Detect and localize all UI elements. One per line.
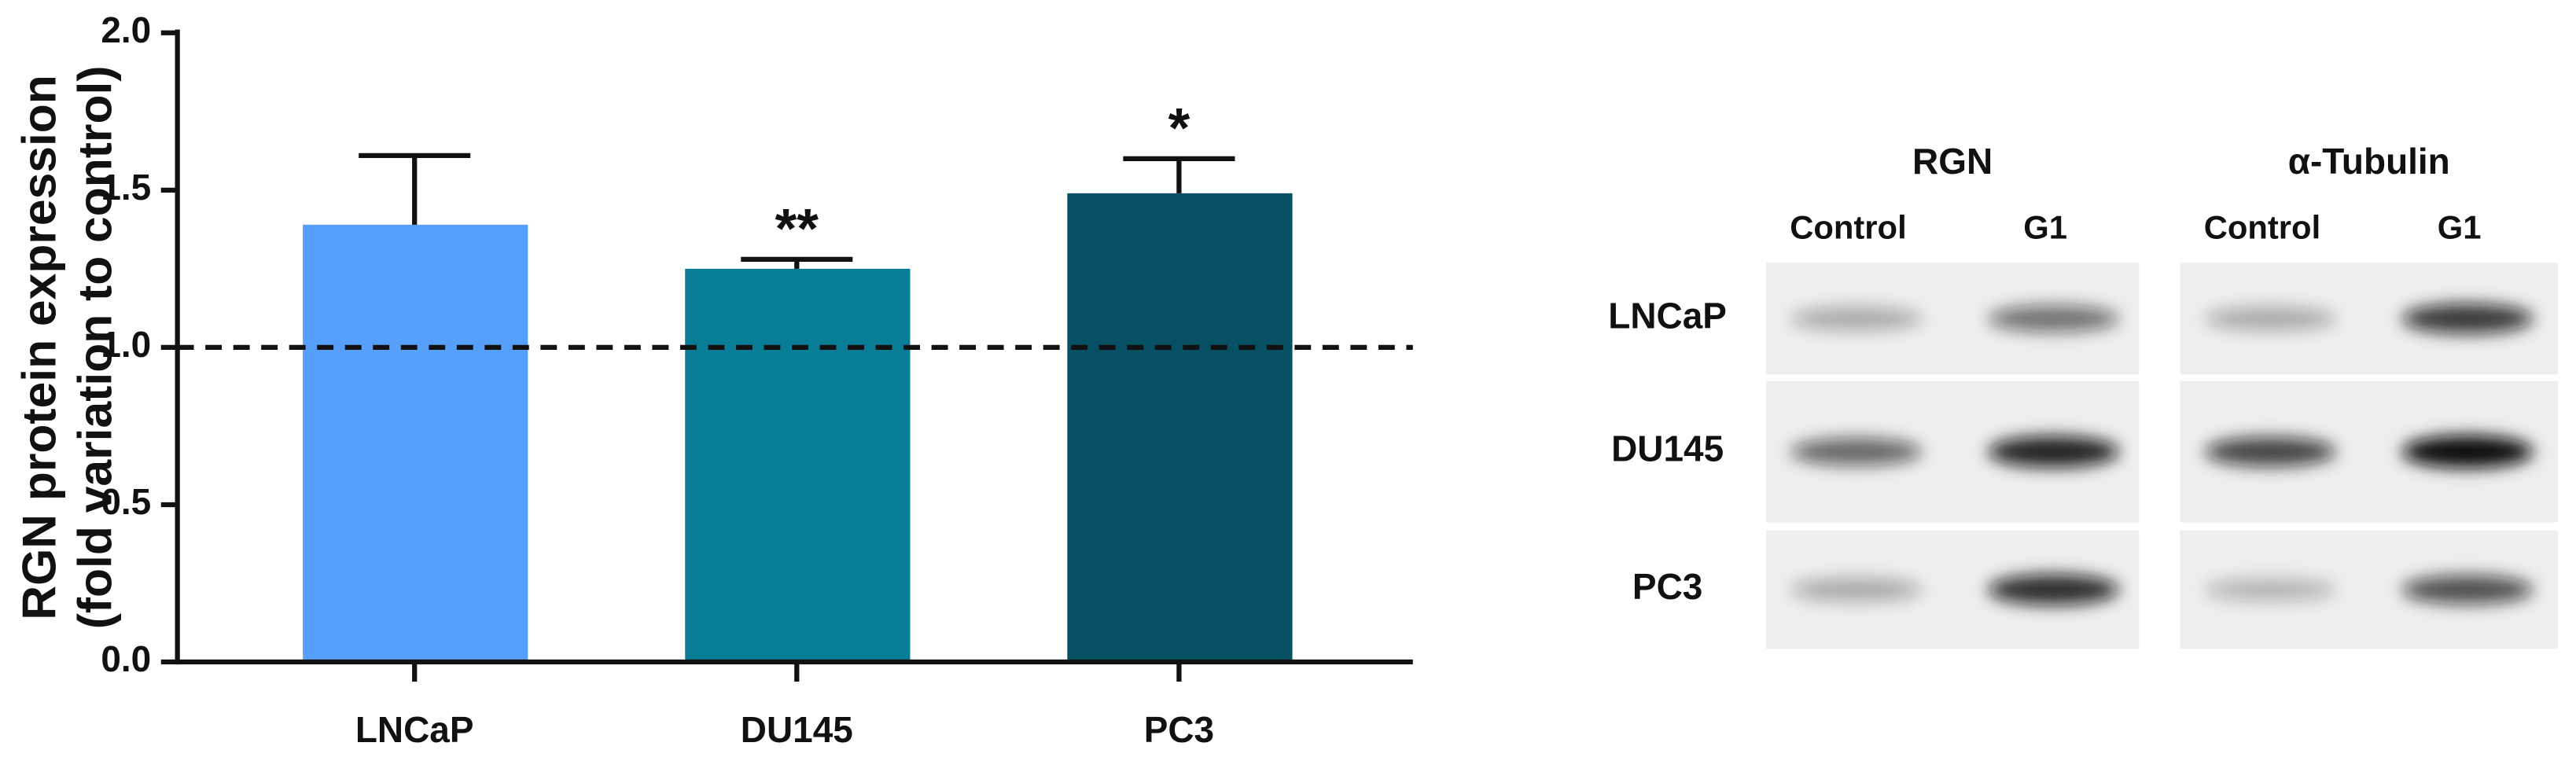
blot-column-label: Control bbox=[1790, 209, 1906, 246]
y-tick-label: 1.5 bbox=[101, 167, 151, 208]
y-tick-label: 0.0 bbox=[101, 638, 151, 679]
blot-column-label: G1 bbox=[2023, 209, 2067, 246]
blot-band bbox=[2401, 575, 2534, 605]
blot-band bbox=[1988, 305, 2120, 333]
y-axis-label: RGN protein expression bbox=[12, 75, 65, 619]
bar bbox=[685, 268, 911, 662]
significance-label: * bbox=[1168, 97, 1190, 160]
bar bbox=[1067, 193, 1293, 663]
blot-title: RGN bbox=[1912, 141, 1993, 182]
blot-band bbox=[2204, 307, 2336, 331]
blot-band bbox=[1790, 307, 1923, 331]
y-tick-label: 0.5 bbox=[101, 481, 151, 522]
blot-band bbox=[1790, 438, 1923, 466]
blot-column-label: G1 bbox=[2438, 209, 2482, 246]
y-axis-label: (fold variation to control) bbox=[68, 66, 121, 630]
blot-band bbox=[2401, 435, 2534, 469]
blot-row-label: PC3 bbox=[1632, 566, 1702, 607]
blot-band bbox=[2204, 436, 2336, 467]
blot-row-label: LNCaP bbox=[1608, 295, 1727, 336]
y-tick-label: 1.0 bbox=[101, 324, 151, 365]
blot-column-label: Control bbox=[2204, 209, 2320, 246]
blot-row-label: DU145 bbox=[1611, 428, 1724, 469]
x-tick-label: PC3 bbox=[1144, 709, 1214, 750]
blot-band bbox=[2401, 303, 2534, 334]
blot-band bbox=[1988, 574, 2120, 605]
y-tick-label: 2.0 bbox=[101, 9, 151, 50]
blot-title: α-Tubulin bbox=[2288, 141, 2450, 182]
x-tick-label: DU145 bbox=[741, 709, 853, 750]
x-tick-label: LNCaP bbox=[355, 709, 474, 750]
bar bbox=[303, 224, 528, 662]
blot-band bbox=[1988, 436, 2120, 468]
blot-band bbox=[1790, 578, 1923, 602]
significance-label: ** bbox=[775, 198, 819, 260]
blot-band bbox=[2204, 578, 2336, 601]
